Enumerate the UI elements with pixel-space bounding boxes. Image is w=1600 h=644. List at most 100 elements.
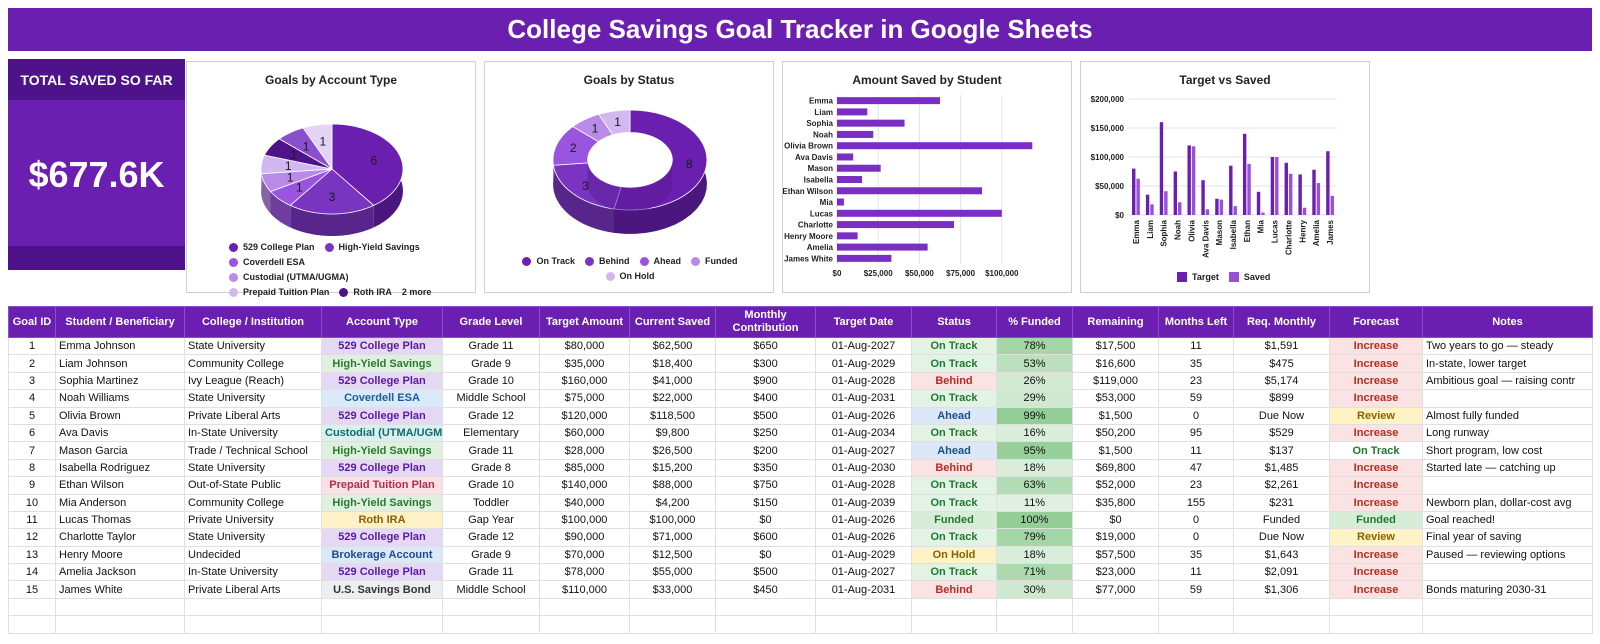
table-cell[interactable]: [715, 615, 816, 634]
table-cell[interactable]: Funded: [1329, 510, 1423, 530]
table-cell[interactable]: Increase: [1329, 545, 1423, 565]
table-cell[interactable]: On Track: [911, 354, 997, 373]
table-cell[interactable]: $2,261: [1233, 476, 1330, 495]
table-cell[interactable]: 529 College Plan: [321, 336, 443, 356]
table-cell[interactable]: $140,000: [539, 476, 630, 495]
table-cell[interactable]: $17,500: [1072, 336, 1159, 356]
table-cell[interactable]: Grade 11: [442, 441, 540, 460]
table-row[interactable]: 13 Henry Moore Undecided Brokerage Account G…: [8, 545, 1593, 565]
table-cell[interactable]: Started late — catching up: [1422, 458, 1593, 478]
column-header[interactable]: Grade Level: [442, 306, 540, 338]
table-cell[interactable]: 1: [8, 336, 56, 356]
table-cell[interactable]: Due Now: [1233, 406, 1330, 425]
table-cell[interactable]: 155: [1158, 493, 1234, 512]
table-cell[interactable]: 63%: [996, 476, 1073, 495]
table-cell[interactable]: $75,000: [539, 389, 630, 408]
table-cell[interactable]: [8, 597, 56, 617]
table-cell[interactable]: [539, 597, 630, 617]
table-cell[interactable]: $1,591: [1233, 336, 1330, 356]
table-cell[interactable]: $26,500: [629, 441, 716, 460]
table-cell[interactable]: 01-Aug-2028: [815, 371, 912, 391]
table-cell[interactable]: 0: [1158, 528, 1234, 547]
table-cell[interactable]: [1422, 597, 1593, 617]
table-row[interactable]: 10 Mia Anderson Community College High-Yiel…: [8, 493, 1593, 512]
table-cell[interactable]: In-state, lower target: [1422, 354, 1593, 373]
table-cell[interactable]: Increase: [1329, 580, 1423, 599]
table-cell[interactable]: $18,400: [629, 354, 716, 373]
table-cell[interactable]: $40,000: [539, 493, 630, 512]
table-cell[interactable]: Noah Williams: [55, 389, 185, 408]
table-cell[interactable]: High-Yield Savings: [321, 441, 443, 460]
table-cell[interactable]: 5: [8, 406, 56, 425]
table-cell[interactable]: 01-Aug-2029: [815, 545, 912, 565]
table-cell[interactable]: Increase: [1329, 458, 1423, 478]
chart-saved-by-student[interactable]: Amount Saved by Student $0 $25,000 $50,000…: [782, 61, 1072, 293]
column-header[interactable]: Status: [911, 306, 997, 338]
table-cell[interactable]: High-Yield Savings: [321, 493, 443, 512]
table-cell[interactable]: [1233, 597, 1330, 617]
table-cell[interactable]: Mason Garcia: [55, 441, 185, 460]
table-cell[interactable]: Olivia Brown: [55, 406, 185, 425]
table-cell[interactable]: [1072, 597, 1159, 617]
table-cell[interactable]: On Track: [911, 563, 997, 582]
table-cell[interactable]: Increase: [1329, 476, 1423, 495]
table-cell[interactable]: [321, 615, 443, 634]
table-cell[interactable]: 01-Aug-2030: [815, 458, 912, 478]
table-cell[interactable]: 01-Aug-2026: [815, 406, 912, 425]
table-cell[interactable]: 6: [8, 423, 56, 443]
table-row[interactable]: 1 Emma Johnson State University 529 College…: [8, 336, 1593, 356]
table-cell[interactable]: [815, 615, 912, 634]
table-cell[interactable]: $69,800: [1072, 458, 1159, 478]
table-cell[interactable]: $137: [1233, 441, 1330, 460]
table-cell[interactable]: $19,000: [1072, 528, 1159, 547]
table-cell[interactable]: Henry Moore: [55, 545, 185, 565]
table-cell[interactable]: On Track: [911, 528, 997, 547]
column-header[interactable]: Goal ID: [8, 306, 56, 338]
table-cell[interactable]: $475: [1233, 354, 1330, 373]
table-cell[interactable]: [539, 615, 630, 634]
table-cell[interactable]: 26%: [996, 371, 1073, 391]
table-cell[interactable]: $500: [715, 563, 816, 582]
table-cell[interactable]: 0: [1158, 510, 1234, 530]
table-cell[interactable]: [1233, 615, 1330, 634]
table-cell[interactable]: Prepaid Tuition Plan: [321, 476, 443, 495]
table-cell[interactable]: $80,000: [539, 336, 630, 356]
table-cell[interactable]: 01-Aug-2031: [815, 580, 912, 599]
table-row[interactable]: 4 Noah Williams State University Coverdell …: [8, 389, 1593, 408]
table-row[interactable]: 7 Mason Garcia Trade / Technical School Hig…: [8, 441, 1593, 460]
table-cell[interactable]: $90,000: [539, 528, 630, 547]
table-cell[interactable]: $53,000: [1072, 389, 1159, 408]
table-cell[interactable]: $1,643: [1233, 545, 1330, 565]
table-cell[interactable]: 53%: [996, 354, 1073, 373]
table-cell[interactable]: Grade 12: [442, 406, 540, 425]
table-cell[interactable]: Brokerage Account: [321, 545, 443, 565]
table-cell[interactable]: Lucas Thomas: [55, 510, 185, 530]
table-cell[interactable]: $28,000: [539, 441, 630, 460]
table-cell[interactable]: $899: [1233, 389, 1330, 408]
table-cell[interactable]: 29%: [996, 389, 1073, 408]
table-cell[interactable]: $12,500: [629, 545, 716, 565]
table-cell[interactable]: 30%: [996, 580, 1073, 599]
table-cell[interactable]: Increase: [1329, 423, 1423, 443]
table-cell[interactable]: Funded: [911, 510, 997, 530]
table-cell[interactable]: Grade 10: [442, 476, 540, 495]
table-cell[interactable]: 35: [1158, 354, 1234, 373]
table-cell[interactable]: $55,000: [629, 563, 716, 582]
table-cell[interactable]: 11%: [996, 493, 1073, 512]
table-cell[interactable]: Ava Davis: [55, 423, 185, 443]
table-cell[interactable]: [815, 597, 912, 617]
table-cell[interactable]: $4,200: [629, 493, 716, 512]
table-cell[interactable]: Charlotte Taylor: [55, 528, 185, 547]
table-cell[interactable]: $0: [715, 510, 816, 530]
table-cell[interactable]: 01-Aug-2026: [815, 528, 912, 547]
table-cell[interactable]: [184, 615, 322, 634]
table-cell[interactable]: State University: [184, 528, 322, 547]
table-cell[interactable]: [321, 597, 443, 617]
table-cell[interactable]: [1422, 563, 1593, 582]
empty-row[interactable]: [8, 615, 1593, 634]
column-header[interactable]: Current Saved: [629, 306, 716, 338]
table-cell[interactable]: [8, 615, 56, 634]
table-cell[interactable]: 18%: [996, 545, 1073, 565]
table-cell[interactable]: $35,000: [539, 354, 630, 373]
table-cell[interactable]: $120,000: [539, 406, 630, 425]
